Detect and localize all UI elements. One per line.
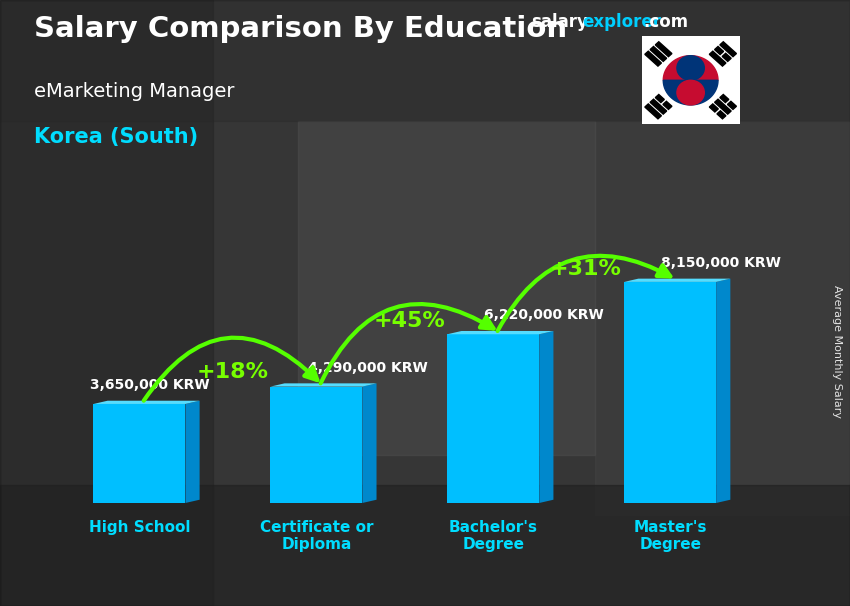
- Bar: [595, 121, 850, 515]
- Polygon shape: [663, 56, 718, 80]
- Text: +31%: +31%: [550, 259, 622, 279]
- Text: +18%: +18%: [196, 362, 268, 382]
- FancyArrowPatch shape: [497, 256, 671, 331]
- Polygon shape: [710, 51, 726, 66]
- Text: 3,650,000 KRW: 3,650,000 KRW: [90, 378, 210, 392]
- Text: .com: .com: [643, 13, 689, 32]
- FancyArrowPatch shape: [320, 304, 494, 384]
- Polygon shape: [655, 42, 672, 57]
- Polygon shape: [715, 47, 723, 55]
- Bar: [624, 282, 717, 503]
- Polygon shape: [94, 401, 200, 404]
- Text: Korea (South): Korea (South): [34, 127, 198, 147]
- Text: +45%: +45%: [373, 311, 445, 331]
- Polygon shape: [362, 384, 377, 503]
- Circle shape: [663, 56, 718, 105]
- Polygon shape: [645, 104, 661, 119]
- Text: explorer: explorer: [582, 13, 661, 32]
- Bar: [0, 485, 850, 606]
- Bar: [0, 0, 850, 121]
- Polygon shape: [663, 101, 672, 110]
- Bar: [298, 121, 595, 454]
- FancyArrowPatch shape: [144, 338, 317, 401]
- Polygon shape: [717, 111, 726, 119]
- Circle shape: [677, 81, 705, 105]
- Bar: [447, 335, 539, 503]
- Polygon shape: [645, 51, 661, 66]
- Circle shape: [677, 56, 705, 80]
- Text: eMarketing Manager: eMarketing Manager: [34, 82, 235, 101]
- Polygon shape: [728, 101, 736, 110]
- Polygon shape: [720, 95, 728, 102]
- Text: 4,290,000 KRW: 4,290,000 KRW: [308, 361, 428, 375]
- Bar: [270, 387, 362, 503]
- Text: Salary Comparison By Education: Salary Comparison By Education: [34, 15, 567, 43]
- Polygon shape: [722, 53, 731, 61]
- Bar: [0, 0, 212, 606]
- Text: Average Monthly Salary: Average Monthly Salary: [832, 285, 842, 418]
- Polygon shape: [650, 99, 666, 114]
- Polygon shape: [655, 95, 665, 102]
- Polygon shape: [447, 331, 553, 335]
- Polygon shape: [717, 279, 730, 503]
- Text: 8,150,000 KRW: 8,150,000 KRW: [661, 256, 781, 270]
- Text: salary: salary: [531, 13, 588, 32]
- Bar: [94, 404, 185, 503]
- Polygon shape: [650, 47, 666, 61]
- Polygon shape: [710, 104, 718, 112]
- Polygon shape: [720, 42, 736, 57]
- Polygon shape: [715, 99, 731, 114]
- Polygon shape: [663, 80, 718, 105]
- Polygon shape: [624, 279, 730, 282]
- Polygon shape: [185, 401, 200, 503]
- Polygon shape: [270, 384, 377, 387]
- Polygon shape: [539, 331, 553, 503]
- Text: 6,220,000 KRW: 6,220,000 KRW: [484, 308, 604, 322]
